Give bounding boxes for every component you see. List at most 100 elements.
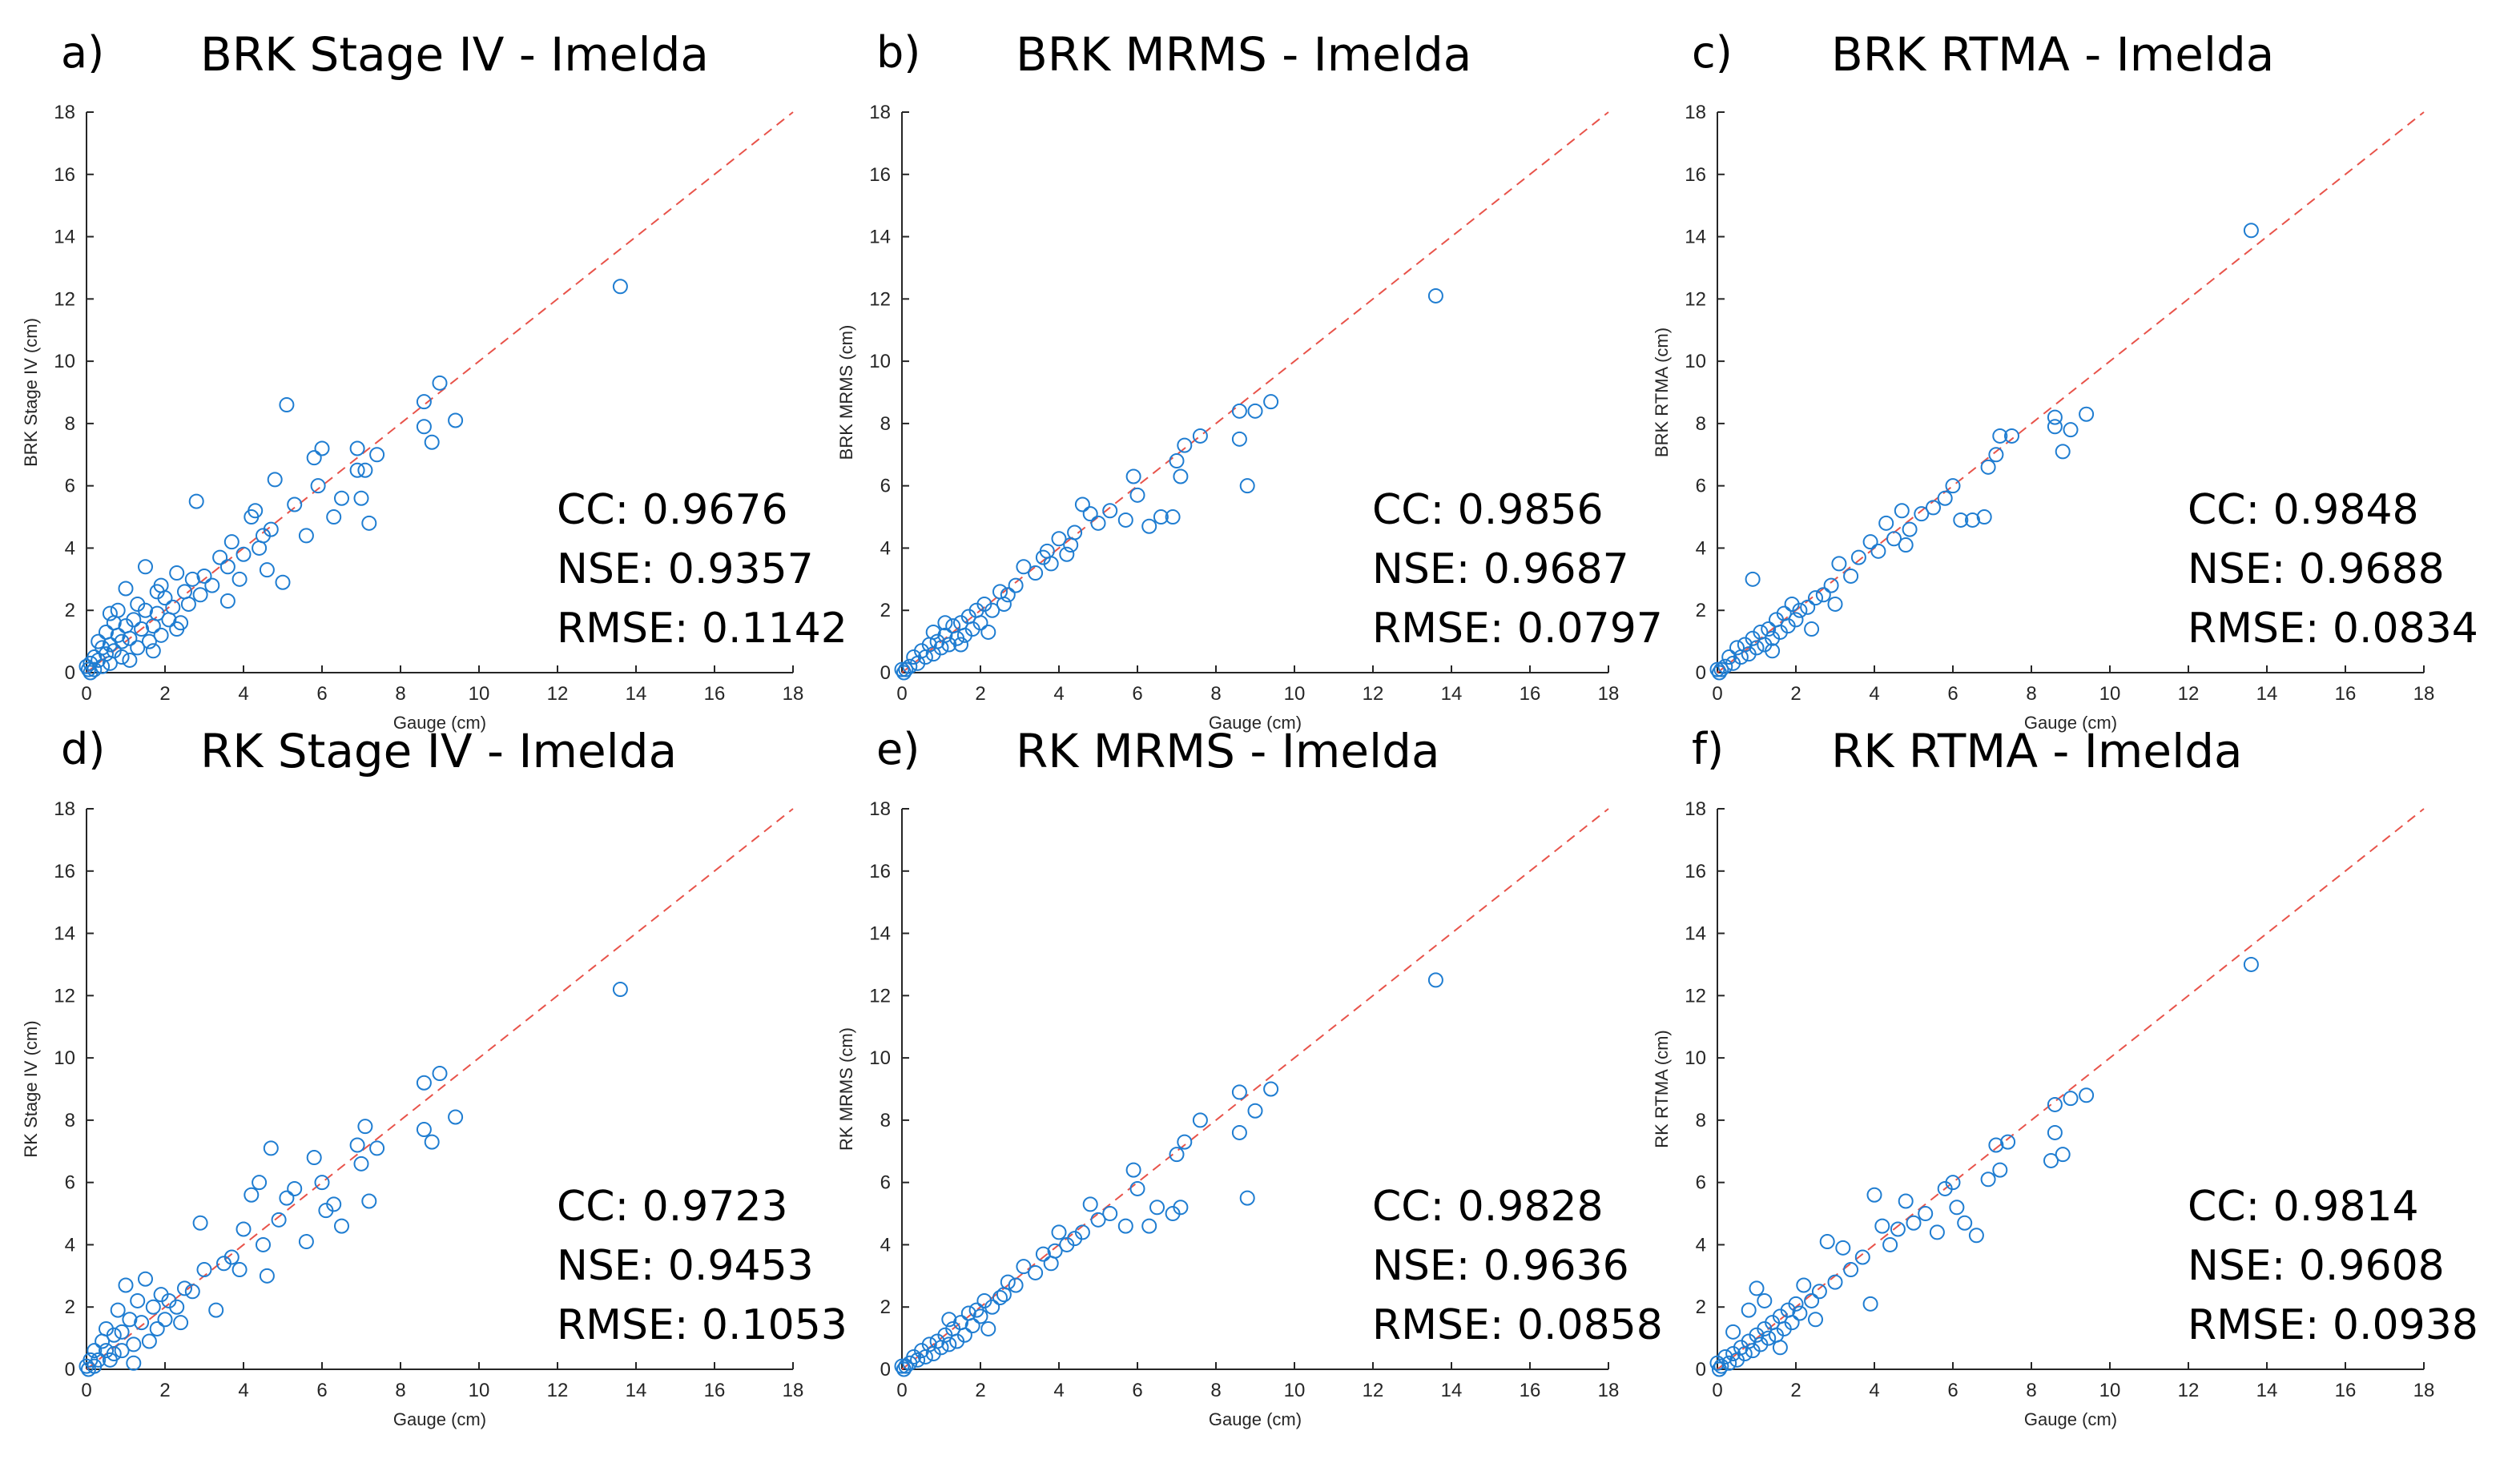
- panel-c: c) BRK RTMA - Imelda 0 2 4 6 8 10 12 14 16 18 0 2 4 6…: [1631, 0, 2478, 733]
- data-point: [263, 1140, 279, 1156]
- data-point: [1765, 643, 1781, 659]
- data-point: [110, 1302, 126, 1318]
- y-tick-label: 16: [54, 164, 75, 186]
- data-point: [306, 450, 322, 466]
- y-tick-label: 10: [869, 1047, 891, 1069]
- y-axis-label: RK MRMS (cm): [836, 1027, 856, 1151]
- data-point: [349, 462, 365, 478]
- data-point: [1811, 1284, 1827, 1300]
- x-tick-label: 12: [2178, 1380, 2200, 1401]
- data-point: [1263, 1081, 1279, 1097]
- x-tick-label: 2: [975, 1380, 985, 1401]
- data-point: [2063, 422, 2079, 438]
- x-tick-label: 8: [2026, 1380, 2036, 1401]
- data-point: [279, 397, 295, 413]
- data-point: [2055, 1147, 2071, 1163]
- scatter-plot-b: 0 2 4 6 8 10 12 14 16 18 0 2 4 6 8 10 12 14 16 18 Gauge (cm)…: [836, 102, 1619, 733]
- x-tick-label: 10: [1284, 683, 1306, 705]
- data-point: [1757, 1292, 1773, 1308]
- scatter-plot-a: 0 2 4 6 8 10 12 14 16 18 0 2 4 6 8 10 12 14 16 18 Gauge (cm)…: [21, 102, 803, 733]
- data-point: [1823, 577, 1839, 593]
- y-tick-label: 12: [869, 288, 891, 310]
- data-point: [1749, 1280, 1765, 1296]
- data-point: [334, 1218, 349, 1234]
- data-point: [1129, 487, 1145, 503]
- data-point: [1039, 543, 1055, 559]
- rmse-value: RMSE: 0.0938: [2188, 1301, 2478, 1349]
- y-tick-label: 6: [880, 1172, 891, 1194]
- data-point: [2047, 1096, 2063, 1112]
- data-point: [1028, 565, 1044, 581]
- data-point: [1008, 577, 1024, 593]
- data-point: [612, 279, 628, 295]
- data-point: [1988, 447, 2004, 463]
- y-tick-label: 4: [1696, 537, 1706, 559]
- data-point: [99, 1343, 114, 1359]
- x-tick-label: 14: [1441, 1380, 1463, 1401]
- data-point: [126, 1336, 142, 1352]
- cc-value: CC: 0.9828: [1372, 1183, 1604, 1231]
- y-tick-label: 2: [65, 600, 75, 621]
- y-tick-label: 14: [1685, 227, 1706, 248]
- x-tick-label: 0: [81, 683, 91, 705]
- data-point: [192, 1215, 208, 1231]
- data-point: [1827, 1274, 1843, 1290]
- x-tick-label: 8: [395, 683, 405, 705]
- data-point: [78, 1358, 95, 1374]
- data-point: [1831, 556, 1847, 572]
- y-tick-label: 18: [54, 798, 75, 820]
- data-point: [134, 621, 150, 637]
- x-tick-label: 0: [896, 1380, 907, 1401]
- data-point: [208, 1302, 224, 1318]
- x-tick-label: 4: [1869, 683, 1879, 705]
- data-point: [122, 1312, 138, 1328]
- data-point: [1729, 640, 1745, 656]
- panel-title: BRK RTMA - Imelda: [1831, 27, 2275, 82]
- data-point: [219, 593, 235, 609]
- x-tick-label: 4: [238, 1380, 248, 1401]
- data-point: [1835, 1240, 1851, 1256]
- data-point: [960, 1305, 976, 1321]
- data-point: [953, 615, 968, 631]
- data-point: [161, 612, 177, 628]
- x-tick-label: 12: [1363, 1380, 1384, 1401]
- x-tick-label: 8: [1210, 683, 1221, 705]
- data-point: [275, 574, 291, 590]
- x-tick-label: 8: [395, 1380, 405, 1401]
- stats-box: CC: 0.9856 NSE: 0.9687 RMSE: 0.0797: [1372, 480, 1663, 658]
- data-point: [91, 633, 107, 649]
- data-point: [1192, 428, 1208, 444]
- data-point: [177, 1280, 192, 1296]
- y-tick-label: 10: [1685, 1047, 1706, 1069]
- x-tick-label: 4: [238, 683, 248, 705]
- y-tick-label: 16: [54, 861, 75, 882]
- y-tick-label: 0: [1696, 662, 1706, 684]
- data-point: [173, 615, 189, 631]
- panel-letter: e): [876, 724, 920, 774]
- x-tick-label: 16: [1520, 1380, 1541, 1401]
- cc-value: CC: 0.9814: [2188, 1183, 2419, 1231]
- x-tick-label: 4: [1053, 683, 1064, 705]
- data-point: [145, 618, 161, 634]
- data-point: [231, 1262, 248, 1278]
- data-point: [416, 394, 432, 410]
- data-point: [1082, 1196, 1098, 1212]
- x-tick-label: 0: [896, 683, 907, 705]
- data-point: [1000, 1274, 1016, 1290]
- y-tick-label: 14: [869, 227, 891, 248]
- data-point: [1866, 1187, 1882, 1203]
- nse-value: NSE: 0.9608: [2188, 1242, 2445, 1290]
- data-point: [416, 419, 432, 435]
- panel-letter: b): [876, 27, 921, 78]
- y-tick-label: 8: [1696, 413, 1706, 435]
- data-point: [1906, 1215, 1922, 1231]
- stats-box: CC: 0.9676 NSE: 0.9357 RMSE: 0.1142: [557, 480, 847, 658]
- y-tick-label: 6: [880, 476, 891, 497]
- data-point: [980, 1320, 996, 1336]
- data-point: [996, 596, 1012, 612]
- rmse-value: RMSE: 0.0858: [1372, 1301, 1663, 1349]
- data-point: [244, 509, 260, 525]
- x-tick-label: 6: [1947, 683, 1958, 705]
- data-point: [992, 1290, 1008, 1306]
- data-point: [212, 549, 228, 565]
